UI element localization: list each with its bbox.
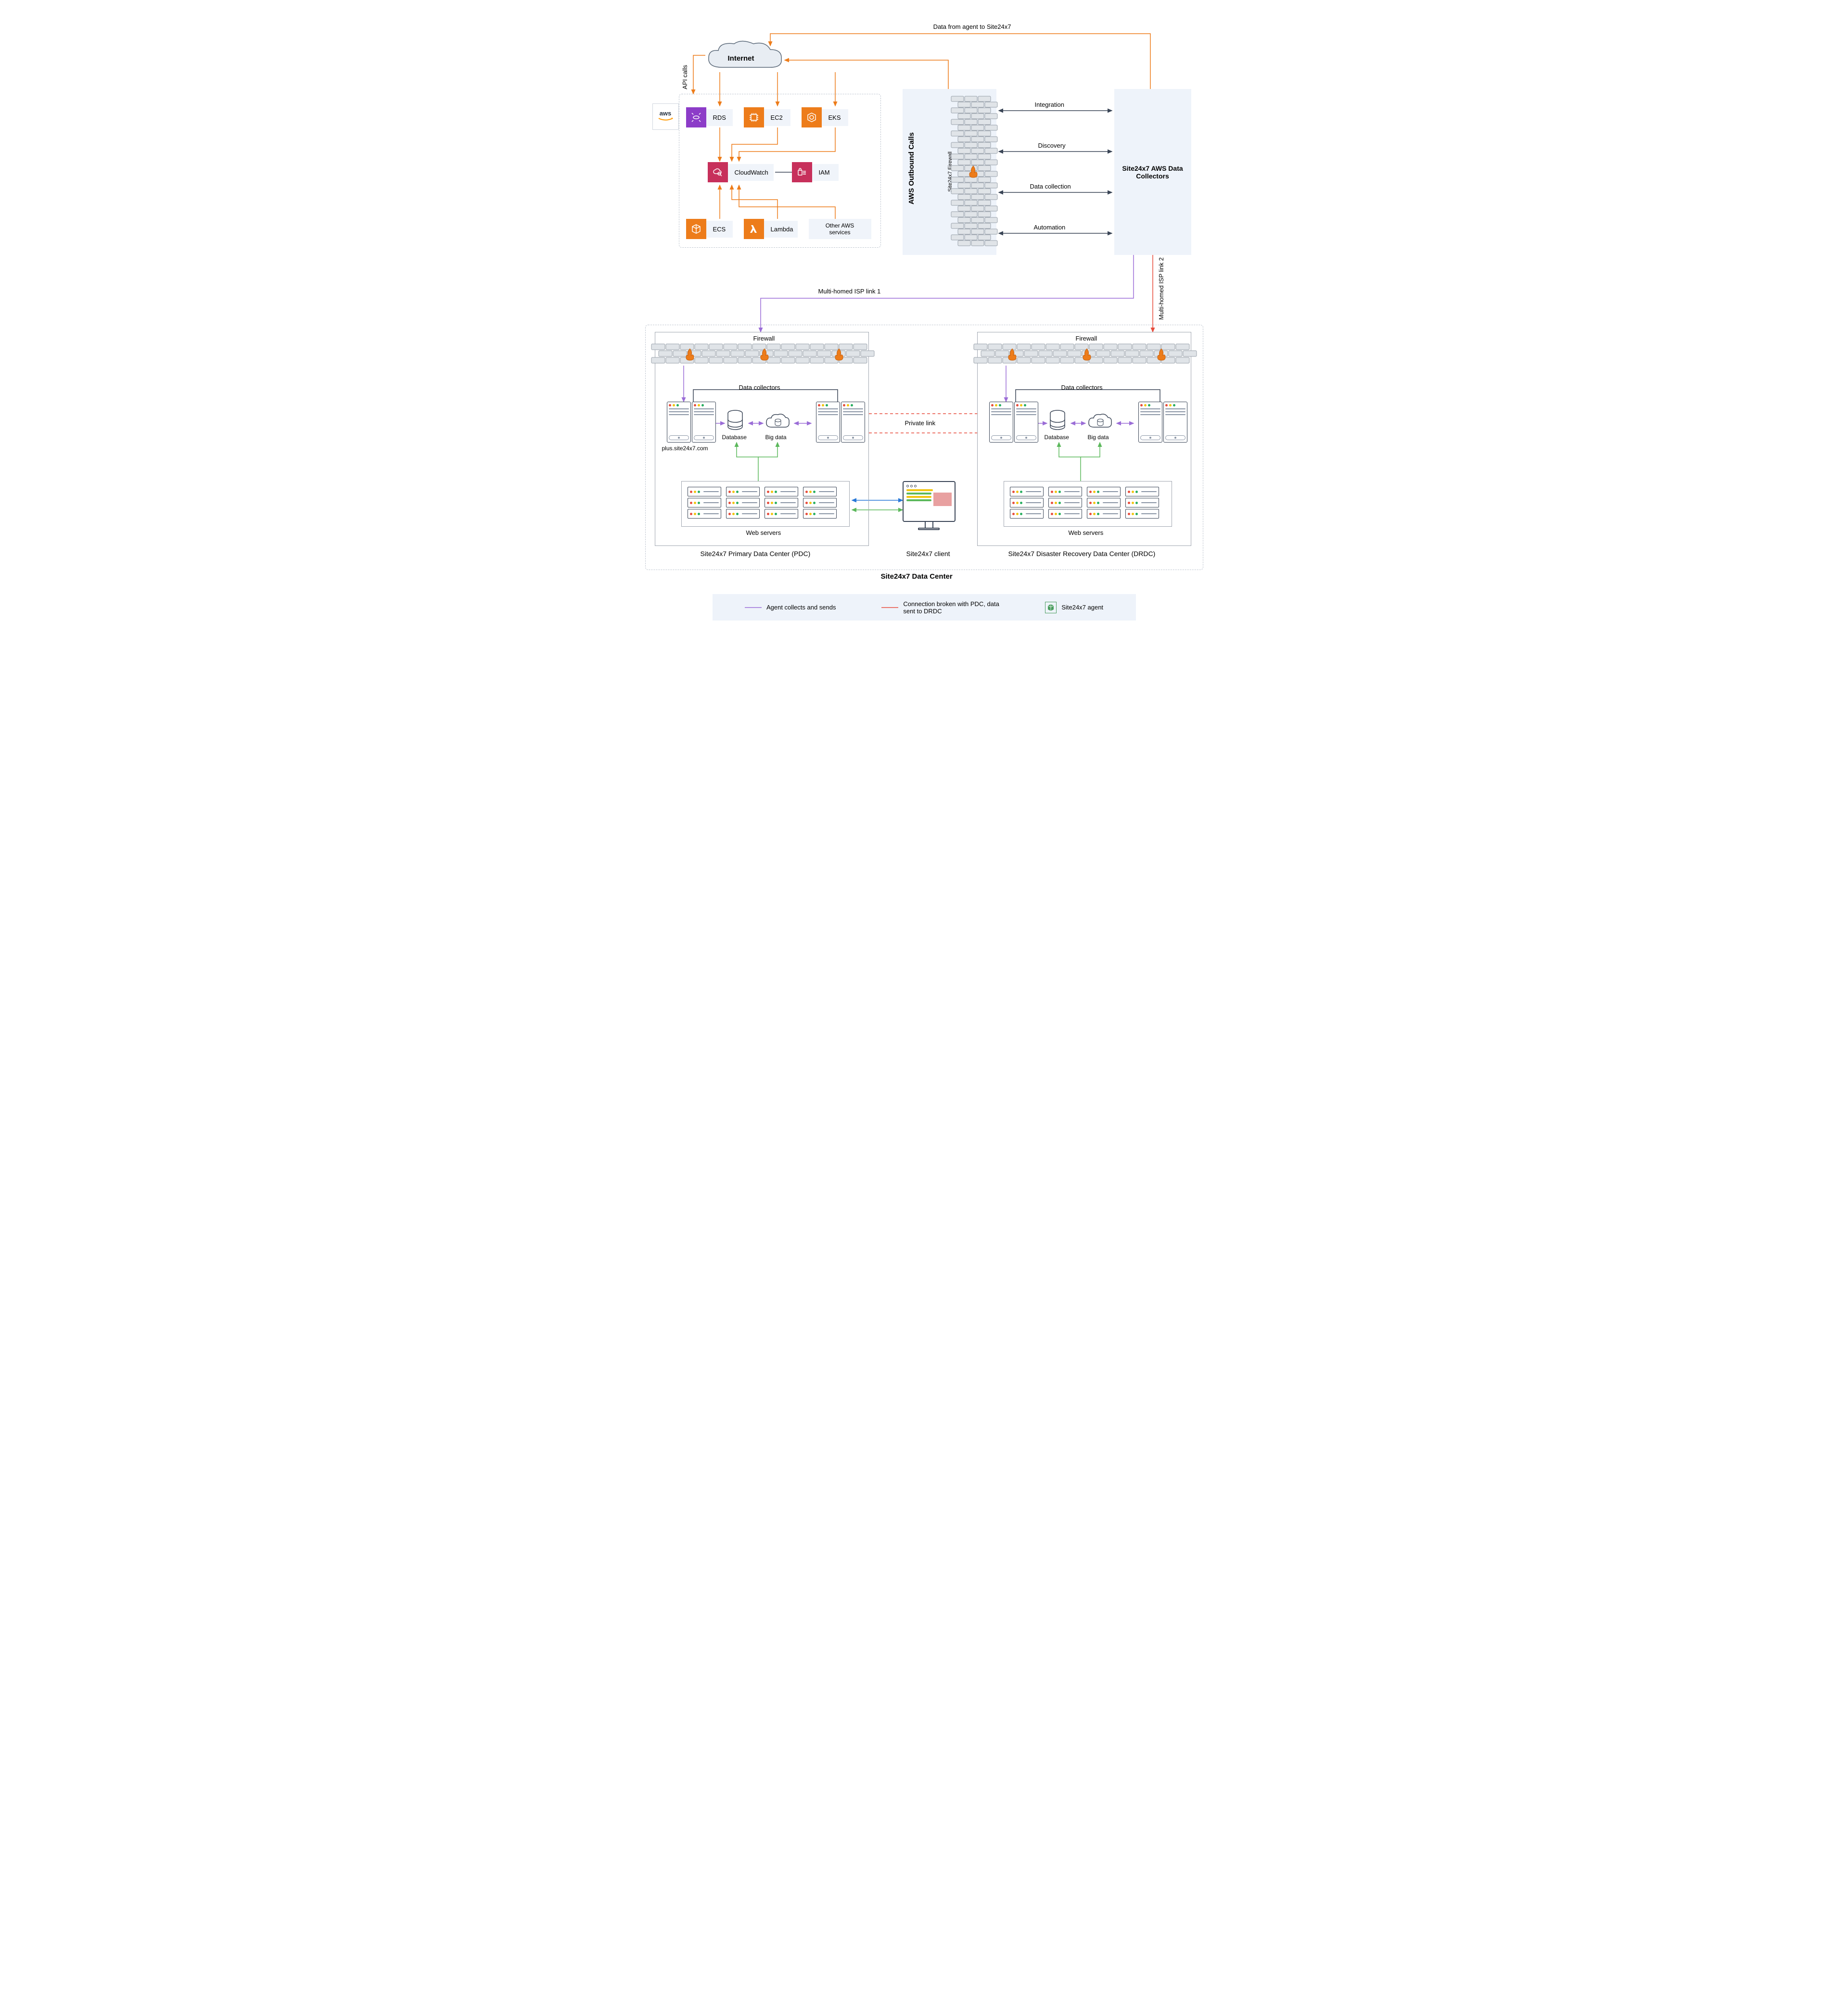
pdc-bd-label: Big data [765, 434, 787, 441]
legend-agent: Agent collects and sends [745, 604, 836, 611]
pdc-server-right [816, 402, 865, 443]
top-data-label: Data from agent to Site24x7 [900, 23, 1045, 30]
internet-label: Internet [728, 54, 754, 63]
legend-broken: Connection broken with PDC, data sent to… [881, 600, 999, 615]
vertical-firewall [958, 96, 989, 248]
aws-label: aws [660, 110, 672, 117]
eks-label: EKS [822, 109, 848, 126]
drdc-racks [1010, 487, 1159, 519]
drdc-title: Site24x7 Disaster Recovery Data Center (… [1008, 550, 1156, 558]
aws-logo-box: aws [652, 103, 679, 130]
drdc-database [1049, 410, 1066, 434]
legend-siteagent-text: Site24x7 agent [1061, 604, 1103, 611]
drdc-server-left [989, 402, 1038, 443]
collectors-box: Site24x7 AWS Data Collectors [1114, 89, 1191, 255]
drdc-db-label: Database [1045, 434, 1069, 441]
lambda-service: Lambda [744, 219, 798, 239]
lambda-icon [744, 219, 764, 239]
client-monitor [903, 481, 956, 530]
private-link-label: Private link [905, 419, 936, 427]
drdc-ws-label: Web servers [1069, 529, 1104, 536]
pdc-database [727, 410, 744, 434]
drdc-firewall-title: Firewall [1076, 335, 1097, 342]
eks-service: EKS [802, 107, 848, 127]
drdc-dc-label: Data collectors [1061, 384, 1103, 391]
pdc-bigdata [765, 413, 791, 434]
pdc-dc-label: Data collectors [739, 384, 780, 391]
iam-service: IAM [792, 162, 839, 182]
drdc-bd-label: Big data [1088, 434, 1109, 441]
plus-url: plus.site24x7.com [662, 445, 708, 452]
drdc-firewall-wall [981, 344, 1187, 367]
api-calls-label: API calls [681, 65, 688, 89]
legend-siteagent: Site24x7 agent [1045, 602, 1103, 613]
ecs-service: ECS [686, 219, 733, 239]
other-services: Other AWS services [809, 219, 871, 239]
ecs-icon [686, 219, 706, 239]
rds-service: RDS [686, 107, 733, 127]
rds-icon [686, 107, 706, 127]
pdc-firewall-title: Firewall [753, 335, 775, 342]
pdc-racks [688, 487, 837, 519]
pdc-db-label: Database [722, 434, 747, 441]
outbound-label: AWS Outbound Calls [907, 132, 916, 204]
isp2-label: Multi-homed ISP link 2 [1158, 257, 1165, 320]
rds-label: RDS [706, 109, 733, 126]
eks-icon [802, 107, 822, 127]
internet-cloud: Internet [703, 41, 787, 79]
lambda-label: Lambda [764, 221, 798, 238]
ec2-service: EC2 [744, 107, 790, 127]
cloudwatch-icon [708, 162, 728, 182]
isp1-label: Multi-homed ISP link 1 [818, 288, 881, 295]
iam-label: IAM [812, 164, 839, 181]
ecs-label: ECS [706, 221, 733, 238]
automation-label: Automation [1034, 224, 1066, 231]
ec2-icon [744, 107, 764, 127]
client-title: Site24x7 client [906, 550, 950, 558]
collection-label: Data collection [1030, 183, 1071, 190]
pdc-title: Site24x7 Primary Data Center (PDC) [701, 550, 811, 558]
legend-agent-text: Agent collects and sends [766, 604, 836, 611]
architecture-diagram: Data from agent to Site24x7 Internet API… [636, 19, 1213, 645]
pdc-ws-label: Web servers [746, 529, 781, 536]
cloudwatch-service: CloudWatch [708, 162, 774, 182]
pdc-firewall-wall [659, 344, 865, 367]
discovery-label: Discovery [1038, 142, 1066, 149]
collectors-title: Site24x7 AWS Data Collectors [1114, 165, 1191, 180]
integration-label: Integration [1035, 101, 1064, 108]
cloudwatch-label: CloudWatch [728, 164, 774, 181]
iam-icon [792, 162, 812, 182]
legend-broken-text: Connection broken with PDC, data sent to… [903, 600, 999, 615]
pdc-server-left [667, 402, 716, 443]
drdc-bigdata [1087, 413, 1113, 434]
datacenter-title: Site24x7 Data Center [881, 572, 953, 581]
drdc-server-right [1138, 402, 1187, 443]
legend-box: Agent collects and sends Connection brok… [713, 594, 1136, 621]
ec2-label: EC2 [764, 109, 790, 126]
